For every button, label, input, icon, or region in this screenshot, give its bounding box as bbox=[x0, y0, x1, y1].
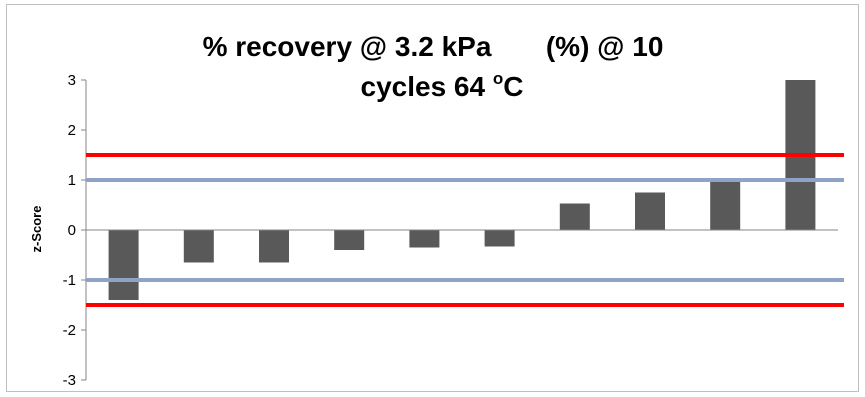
y-tick-label: -2 bbox=[63, 322, 76, 339]
bar bbox=[259, 230, 289, 263]
chart-title-line-2-main: cycles 64 bbox=[361, 71, 493, 102]
y-tick-label: 0 bbox=[68, 222, 76, 239]
bar bbox=[334, 230, 365, 250]
y-tick-label: 2 bbox=[68, 122, 76, 139]
chart-title-line-1: % recovery @ 3.2 kPa (%) @ 10 bbox=[203, 31, 664, 62]
bar bbox=[710, 181, 741, 230]
plot-area: 3 2 1 0 -1 -2 -3 bbox=[63, 72, 844, 389]
bar bbox=[108, 230, 139, 300]
bar bbox=[183, 230, 214, 263]
chart-title: % recovery @ 3.2 kPa (%) @ 10 cycles 64 … bbox=[203, 31, 664, 102]
bar bbox=[559, 203, 590, 230]
chart-title-line-2-end: C bbox=[503, 71, 523, 102]
bar bbox=[484, 230, 515, 247]
bar bbox=[409, 230, 440, 248]
y-axis-label: z-Score bbox=[29, 206, 44, 253]
y-tick-label: 1 bbox=[68, 172, 76, 189]
chart-title-line-2: cycles 64 oC bbox=[361, 69, 524, 102]
chart-title-degree-super: o bbox=[493, 69, 503, 88]
bar bbox=[635, 192, 665, 230]
y-tick-label: -1 bbox=[63, 272, 76, 289]
y-tick-label: 3 bbox=[68, 72, 76, 89]
y-tick-label: -3 bbox=[63, 372, 76, 389]
